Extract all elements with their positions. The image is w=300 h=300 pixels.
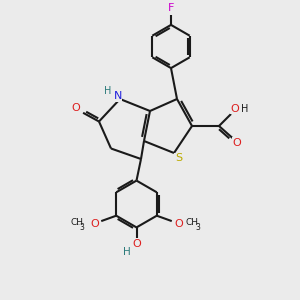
Text: O: O [230, 104, 239, 114]
Text: O: O [232, 137, 242, 148]
Text: O: O [174, 219, 183, 229]
Text: H: H [242, 104, 249, 114]
Text: O: O [90, 219, 99, 229]
Text: H: H [104, 85, 111, 96]
Text: O: O [71, 103, 80, 113]
Text: CH: CH [186, 218, 199, 227]
Text: H: H [123, 247, 131, 257]
Text: 3: 3 [195, 223, 200, 232]
Text: methoxy3: methoxy3 [77, 224, 84, 225]
Text: O: O [132, 239, 141, 249]
Text: 3: 3 [80, 223, 85, 232]
Text: F: F [168, 3, 174, 14]
Text: N: N [113, 91, 122, 101]
Text: CH: CH [70, 218, 83, 227]
Text: S: S [175, 153, 182, 164]
